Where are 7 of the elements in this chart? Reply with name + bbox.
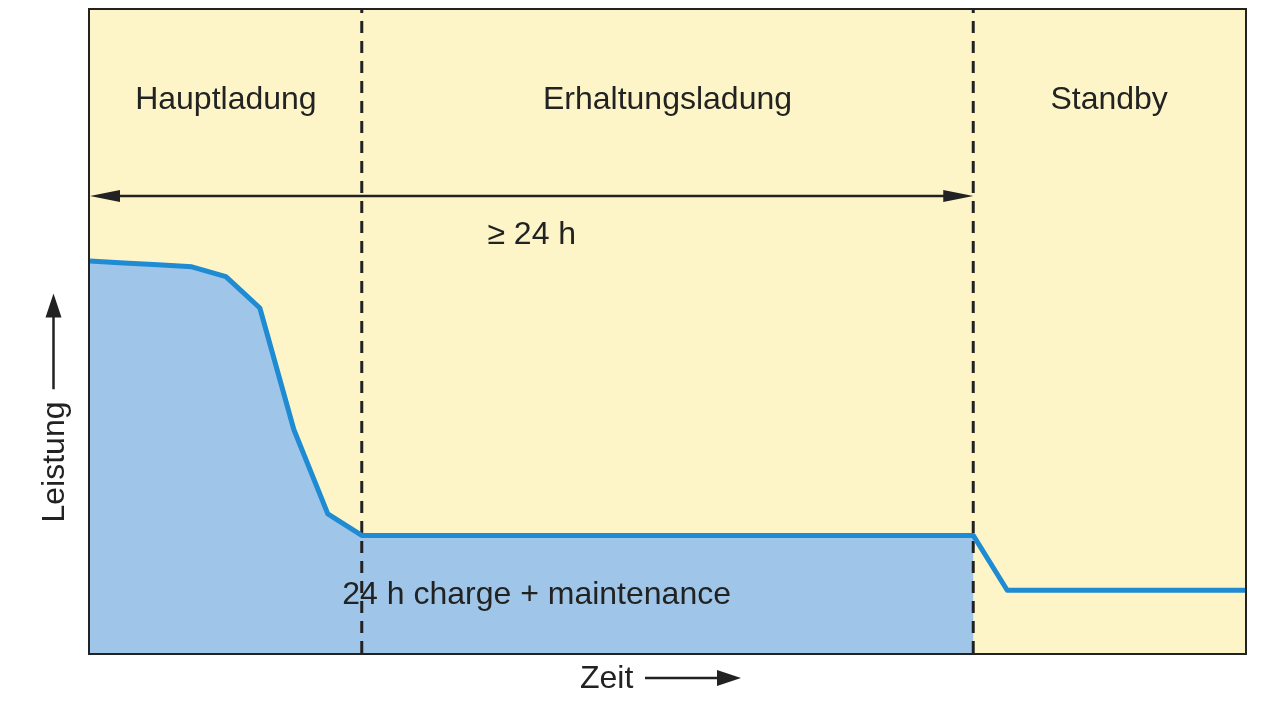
x-axis-title: Zeit [580, 659, 634, 696]
y-axis-title: Leistung [34, 401, 72, 523]
text: Erhaltungsladung [542, 79, 793, 117]
text: ≥ 24 h [487, 214, 577, 252]
text: Hauptladung [135, 79, 317, 117]
text: Standby [1050, 79, 1168, 117]
annotation: 24 h charge + maintenance [342, 574, 731, 612]
